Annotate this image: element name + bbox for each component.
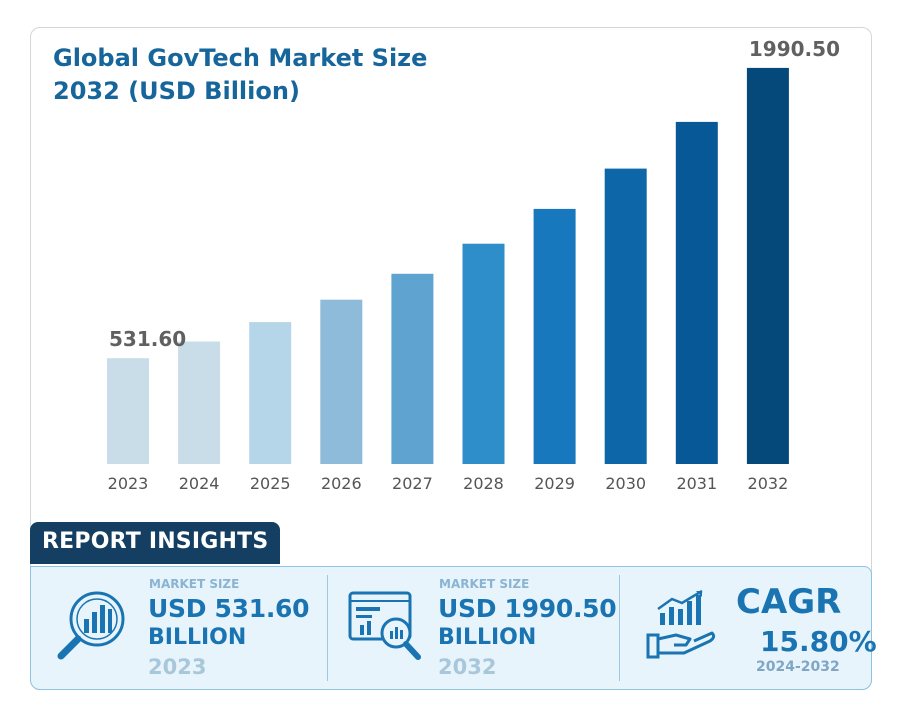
report-insights-panel: MARKET SIZE USD 531.60 BILLION 2023 MARK…: [30, 566, 877, 691]
chart-title-line-2: 2032 (USD Billion): [53, 77, 300, 105]
bar-2024: [178, 341, 221, 464]
bar-2032: [746, 67, 789, 465]
insight-divider: [619, 575, 620, 681]
insight-label: MARKET SIZE: [149, 577, 240, 591]
bar-2029: [533, 208, 576, 464]
cagr-title: CAGR: [736, 582, 842, 622]
analytics-dashboard-magnifier-icon: [348, 591, 421, 660]
x-tick-label: 2029: [534, 474, 575, 493]
x-tick-label: 2025: [250, 474, 291, 493]
data-label-2023: 531.60: [109, 327, 186, 351]
cagr-range: 2024-2032: [756, 659, 840, 675]
insight-label: MARKET SIZE: [439, 577, 530, 591]
insight-market-size-2023: MARKET SIZE USD 531.60 BILLION 2023: [31, 567, 327, 691]
bar-2023: [107, 358, 149, 464]
report-insights-header: REPORT INSIGHTS: [30, 522, 280, 562]
market-size-search-chart-icon: [57, 591, 125, 660]
data-label-2032: 1990.50: [749, 37, 840, 61]
x-tick-label: 2028: [463, 474, 504, 493]
chart-title-line-1: Global GovTech Market Size: [53, 44, 428, 72]
cagr-value: 15.80%: [760, 625, 877, 658]
bar-2028: [462, 243, 505, 464]
x-tick-label: 2024: [179, 474, 220, 493]
chart-title: Global GovTech Market Size 2032 (USD Bil…: [53, 42, 533, 108]
growth-chart-hand-icon: [646, 589, 716, 659]
x-tick-label: 2032: [748, 474, 789, 493]
x-tick-label: 2031: [676, 474, 717, 493]
x-tick-label: 2030: [605, 474, 646, 493]
x-tick-label: 2027: [392, 474, 433, 493]
insight-market-size-2032: MARKET SIZE USD 1990.50 BILLION 2032: [328, 567, 619, 691]
insight-unit: BILLION: [148, 625, 247, 650]
insight-cagr: CAGR 15.80% 2024-2032: [620, 567, 877, 691]
bar-2030: [604, 168, 647, 464]
insight-value: USD 531.60: [148, 594, 310, 623]
report-insights-underline: [30, 561, 280, 564]
bar-2025: [249, 322, 292, 464]
insight-unit: BILLION: [438, 625, 537, 650]
bar-2026: [320, 299, 363, 464]
insight-divider: [327, 575, 328, 681]
insight-year: 2023: [148, 655, 207, 679]
insight-value: USD 1990.50: [438, 594, 617, 623]
bar-chart: 2023 2024 2025 2026 2027 2028 2029 2030 2031 2032…: [107, 37, 840, 493]
x-tick-label: 2023: [108, 474, 149, 493]
insight-year: 2032: [438, 655, 497, 679]
bar-2027: [391, 273, 434, 464]
bar-2031: [675, 121, 718, 465]
x-tick-label: 2026: [321, 474, 362, 493]
